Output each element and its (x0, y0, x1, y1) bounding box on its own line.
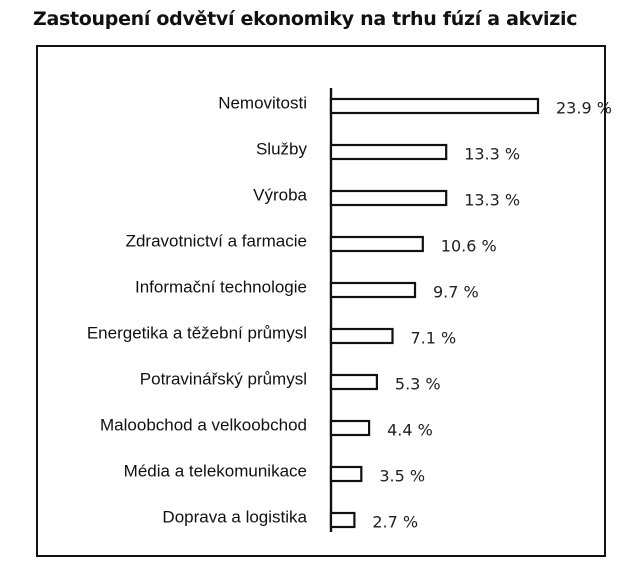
bar (329, 465, 363, 483)
data-label: 4.4 % (387, 421, 433, 440)
bar (329, 511, 356, 529)
bar (329, 235, 424, 253)
category-label: Výroba (253, 185, 307, 204)
data-label: 5.3 % (395, 375, 441, 394)
bar (329, 189, 448, 207)
data-label: 13.3 % (464, 145, 520, 164)
data-label: 13.3 % (464, 191, 520, 210)
chart-frame (36, 45, 606, 557)
category-label: Služby (256, 139, 308, 158)
category-label: Doprava a logistika (162, 507, 307, 526)
category-label: Nemovitosti (218, 93, 307, 112)
data-label: 23.9 % (556, 99, 612, 118)
category-label: Média a telekomunikace (124, 461, 307, 480)
bar (329, 327, 394, 345)
bar (329, 373, 379, 391)
category-label: Potravinářský průmysl (140, 369, 307, 388)
bar (329, 143, 448, 161)
bar (329, 281, 417, 299)
data-label: 2.7 % (372, 513, 418, 532)
data-label: 7.1 % (410, 329, 456, 348)
category-label: Maloobchod a velkoobchod (100, 415, 307, 434)
data-label: 10.6 % (441, 237, 497, 256)
category-label: Zdravotnictví a farmacie (126, 231, 307, 250)
category-label: Informační technologie (135, 277, 307, 296)
bar (329, 419, 371, 437)
chart-title: Zastoupení odvětví ekonomiky na trhu fúz… (33, 8, 578, 30)
data-label: 9.7 % (433, 283, 479, 302)
bar (329, 97, 540, 115)
data-label: 3.5 % (379, 467, 425, 486)
category-label: Energetika a těžební průmysl (87, 323, 307, 342)
